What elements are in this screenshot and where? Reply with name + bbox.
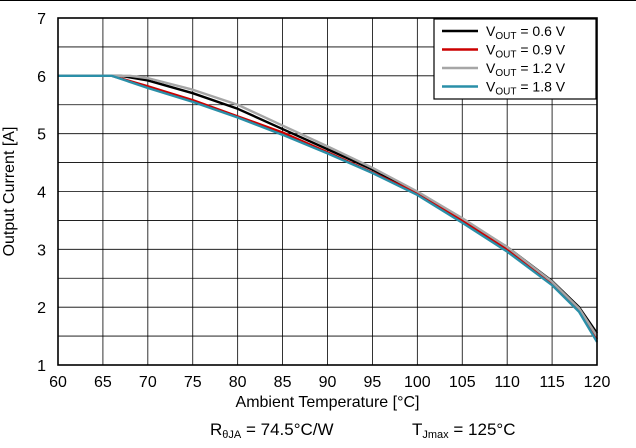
series-line-3 (58, 74, 599, 337)
x-tick-label: 85 (274, 374, 292, 391)
thermal-resistance-note: RθJA = 74.5°C/W (210, 420, 334, 441)
legend-label-4: VOUT = 1.8 V (486, 79, 566, 98)
y-tick-label: 6 (37, 69, 46, 86)
x-tick-label: 110 (494, 374, 520, 391)
tjmax-sub: Jmax (422, 429, 449, 441)
tjmax-main: T (412, 420, 423, 439)
x-tick-label: 115 (539, 374, 565, 391)
plot-frame (57, 17, 598, 366)
x-tick-label: 70 (139, 374, 157, 391)
x-tick-label: 95 (364, 374, 382, 391)
y-tick-label: 1 (37, 358, 46, 375)
x-tick-label: 105 (449, 374, 476, 391)
y-tick-label: 4 (37, 185, 46, 202)
y-tick-label: 7 (37, 11, 46, 28)
x-tick-label: 75 (184, 374, 202, 391)
y-tick-label: 3 (37, 242, 46, 259)
series-line-4 (58, 74, 599, 343)
x-tick-label: 120 (584, 374, 611, 391)
rtheta-main: R (210, 420, 223, 439)
x-tick-label: 80 (229, 374, 247, 391)
rtheta-sub: θJA (222, 429, 242, 441)
x-tick-label: 90 (319, 374, 337, 391)
legend-label-2: VOUT = 0.9 V (486, 42, 566, 61)
x-tick-label: 100 (404, 374, 431, 391)
tjmax-rest: = 125°C (448, 420, 516, 439)
legend-label-1: VOUT = 0.6 V (486, 23, 566, 42)
x-tick-label: 65 (94, 374, 112, 391)
y-tick-label: 5 (37, 127, 46, 144)
y-tick-label: 2 (37, 300, 46, 317)
y-axis-label: Output Current [A] (1, 127, 18, 257)
top-rule (0, 0, 636, 1)
x-tick-label: 60 (49, 374, 67, 391)
x-axis-label: Ambient Temperature [°C] (236, 394, 420, 411)
legend-label-3: VOUT = 1.2 V (486, 60, 566, 79)
max-junction-temp-note: TJmax = 125°C (412, 420, 516, 441)
rtheta-rest: = 74.5°C/W (241, 420, 334, 439)
